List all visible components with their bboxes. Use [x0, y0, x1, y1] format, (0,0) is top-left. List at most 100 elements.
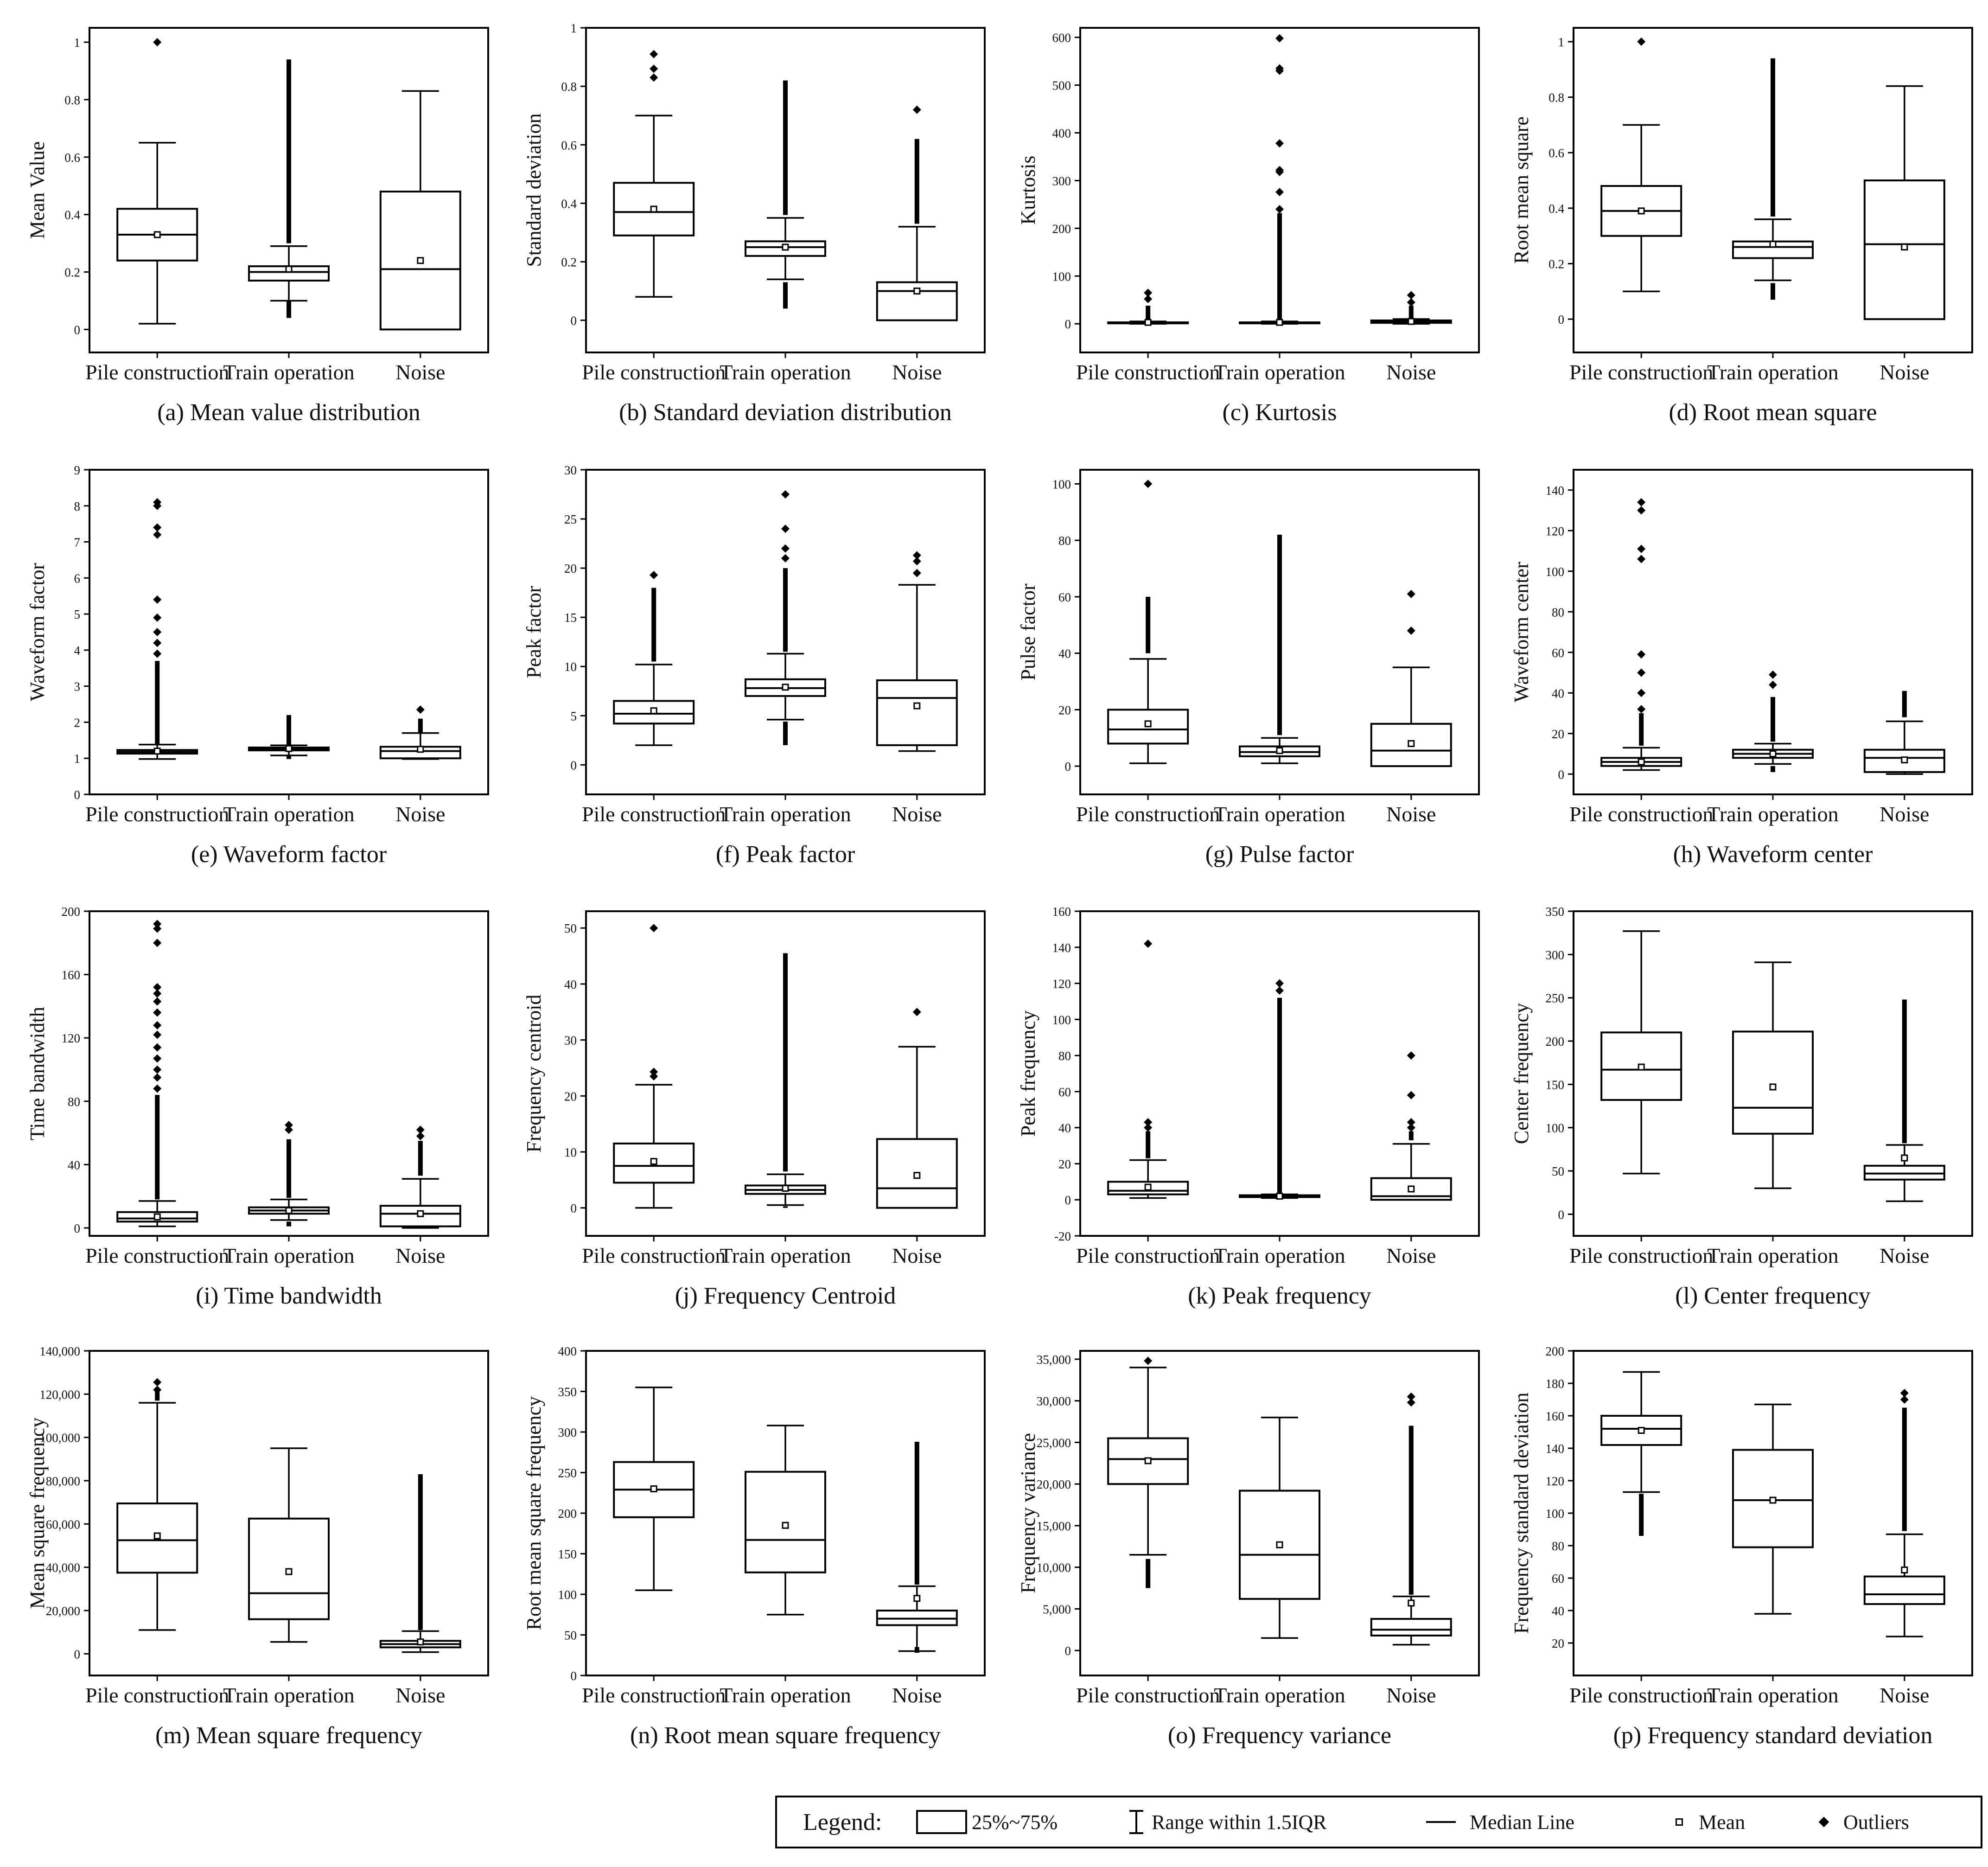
y-axis-label: Standard deviation	[522, 113, 545, 267]
y-tick-label: 20	[1058, 1157, 1071, 1171]
y-tick-label: 100	[1546, 1121, 1565, 1135]
category-label: Pile construction	[1569, 1683, 1713, 1707]
outlier-point	[416, 705, 425, 714]
dense-outliers	[155, 661, 160, 744]
category-label: Train operation	[1707, 360, 1838, 384]
dense-outliers	[1277, 997, 1282, 1194]
y-tick-label: 150	[558, 1547, 577, 1561]
mean-marker	[913, 702, 921, 710]
panel-caption: (g) Pulse factor	[1205, 841, 1354, 868]
y-tick-label: 5	[571, 709, 577, 723]
dense-outliers	[1146, 1131, 1151, 1158]
legend-outliers-entry: Outliers	[1818, 1797, 1909, 1847]
mean-marker	[1276, 1541, 1283, 1548]
y-tick-label: 10,000	[1037, 1561, 1071, 1575]
outlier-point	[1637, 689, 1646, 697]
y-tick-label: 80	[1552, 1539, 1564, 1553]
category-label: Pile construction	[1076, 802, 1220, 826]
y-tick-label: 40	[1552, 686, 1564, 700]
outlier-point	[1637, 37, 1646, 46]
y-tick-label: 160	[1546, 1409, 1565, 1423]
mean-marker	[782, 1184, 789, 1192]
y-tick-label: 30	[564, 1034, 577, 1048]
chart-panel-p: 20 40 60 80 100 120 140 160 180 200 Frequency stan…	[1510, 1344, 1973, 1749]
y-tick-label: 5	[74, 607, 81, 621]
y-tick-label: 50	[1552, 1164, 1564, 1178]
y-tick-label: 100	[1546, 565, 1565, 579]
box-2	[1239, 1416, 1320, 1639]
outlier-point	[1637, 506, 1646, 515]
legend-box-entry: 25%~75%	[916, 1797, 1058, 1847]
box-3	[1370, 1392, 1452, 1646]
outlier-point	[1144, 288, 1153, 297]
outlier-point	[650, 924, 658, 933]
y-axis-label: Peak frequency	[1017, 1010, 1039, 1137]
mean-marker	[913, 288, 921, 295]
mean-marker	[782, 684, 789, 691]
y-axis-label: Frequency centroid	[522, 995, 545, 1153]
chart-panel-n: 0 50 100 150 200 250 300 350 400 Root mean square…	[522, 1344, 986, 1749]
outlier-point	[650, 570, 658, 579]
mean-marker	[1276, 1192, 1283, 1200]
mean-marker	[285, 265, 293, 273]
box-3	[1863, 85, 1945, 320]
panel-caption: (p) Frequency standard deviation	[1613, 1722, 1933, 1749]
dense-outliers	[1408, 1426, 1414, 1595]
y-tick-label: 1	[1558, 35, 1565, 49]
y-tick-label: 25,000	[1037, 1436, 1071, 1450]
chart-panel-a: 0 0.2 0.4 0.6 0.8 1 Mean Value Pile constructio…	[26, 27, 489, 426]
chart-panel-m: 0 20,000 40,000 60,000 80,000 100,000 120,000 1…	[26, 1344, 489, 1749]
box-1	[116, 1378, 198, 1631]
category-label: Pile construction	[1076, 1244, 1220, 1267]
box-3	[1863, 999, 1945, 1202]
outlier-point	[153, 649, 162, 658]
legend-box-swatch	[916, 1810, 967, 1834]
box-1	[613, 50, 695, 298]
outlier-point	[1637, 498, 1646, 506]
y-tick-label: 30,000	[1037, 1394, 1071, 1408]
outlier-point	[1407, 1091, 1415, 1100]
category-label: Noise	[892, 360, 942, 384]
outlier-point	[1407, 1398, 1415, 1407]
category-label: Train operation	[1707, 1683, 1838, 1707]
dense-outliers	[418, 1474, 423, 1630]
box-1	[1600, 1371, 1682, 1536]
outlier-point	[153, 628, 162, 636]
category-label: Noise	[1386, 1244, 1436, 1267]
legend-median-label: Median Line	[1470, 1810, 1575, 1834]
category-label: Train operation	[223, 1683, 354, 1707]
y-tick-label: 0	[571, 314, 577, 328]
dense-outliers	[1771, 766, 1775, 772]
y-tick-label: 60	[1058, 590, 1071, 604]
y-axis-label: Root mean square	[1510, 116, 1533, 264]
mean-marker	[1144, 1183, 1152, 1191]
category-label: Train operation	[1707, 1244, 1838, 1267]
y-tick-label: 20	[1552, 727, 1564, 741]
category-label: Noise	[892, 802, 942, 826]
outlier-point	[650, 64, 658, 73]
y-tick-label: 100	[558, 1588, 577, 1602]
outlier-point	[1275, 188, 1284, 197]
mean-marker	[1408, 1185, 1415, 1193]
box-2	[745, 80, 826, 309]
outlier-point	[1637, 555, 1646, 563]
category-label: Noise	[1880, 1244, 1929, 1267]
category-label: Train operation	[1214, 802, 1345, 826]
dense-outliers	[287, 1139, 291, 1198]
y-tick-label: 40,000	[46, 1561, 80, 1575]
y-tick-label: 160	[1052, 905, 1071, 919]
y-tick-label: 0	[1065, 760, 1071, 774]
chart-panel-i: 0 40 80 120 160 200 Time bandwidth Pile constru…	[26, 905, 489, 1309]
y-tick-label: 80	[68, 1095, 80, 1109]
legend-outliers-swatch	[1818, 1816, 1829, 1828]
panel-caption: (d) Root mean square	[1669, 399, 1877, 426]
iqr-box	[745, 240, 826, 257]
chart-panel-d: 0 0.2 0.4 0.6 0.8 1 Root mean square Pile const…	[1510, 27, 1973, 426]
y-tick-label: 140	[1052, 941, 1071, 955]
y-tick-label: 140	[1546, 1442, 1565, 1456]
category-label: Noise	[1880, 1683, 1929, 1707]
panel-caption: (b) Standard deviation distribution	[619, 399, 952, 426]
mean-marker	[417, 1210, 424, 1217]
y-tick-label: 1	[74, 36, 81, 50]
category-label: Train operation	[223, 802, 354, 826]
